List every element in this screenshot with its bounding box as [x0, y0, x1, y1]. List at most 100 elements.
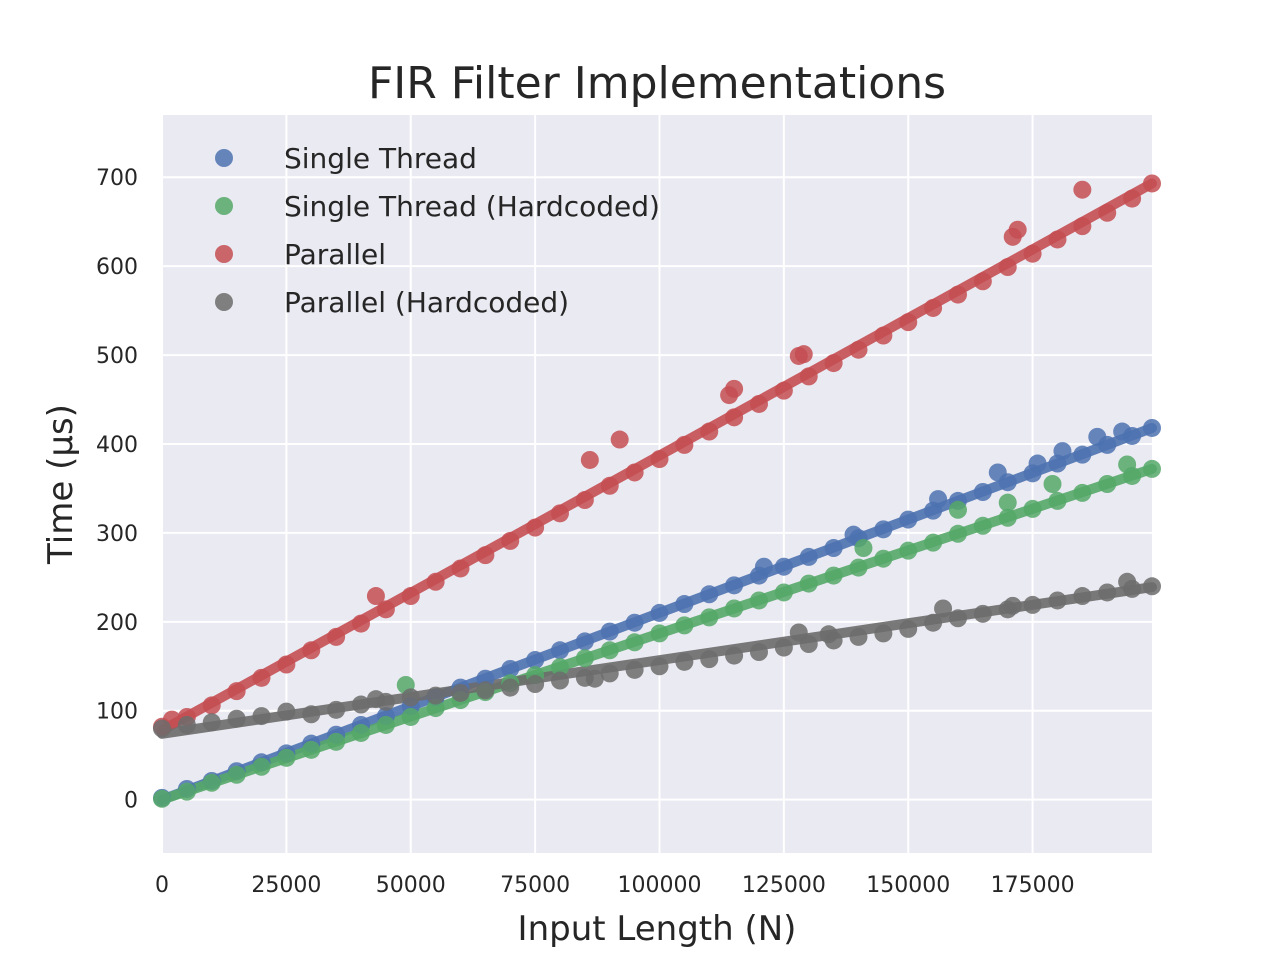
data-point [227, 765, 246, 784]
data-point [1088, 427, 1107, 446]
x-tick-label: 175000 [991, 873, 1075, 898]
data-point [725, 408, 744, 427]
data-point [1048, 491, 1067, 510]
x-tick-label: 0 [155, 873, 169, 898]
data-point [351, 695, 370, 714]
data-point [948, 500, 967, 519]
data-point [924, 298, 943, 317]
y-axis-label: Time (μs) [41, 404, 81, 565]
data-point [1053, 442, 1072, 461]
data-point [998, 493, 1017, 512]
data-point [277, 748, 296, 767]
data-point [575, 632, 594, 651]
data-point [302, 705, 321, 724]
data-point [600, 664, 619, 683]
data-point [625, 633, 644, 652]
grid [161, 115, 1152, 853]
data-point [725, 646, 744, 665]
data-point [973, 272, 992, 291]
data-point [252, 668, 271, 687]
legend: Single Thread Single Thread (Hardcoded) Pa… [215, 142, 660, 319]
y-tick-label: 600 [96, 255, 138, 280]
data-point [849, 558, 868, 577]
data-point [1143, 577, 1161, 596]
data-point [650, 603, 669, 622]
y-tick-label: 500 [96, 344, 138, 369]
data-point [1123, 189, 1142, 208]
y-tick-labels: 0 100 200 300 400 500 600 700 [96, 166, 138, 813]
data-point [794, 345, 813, 364]
data-point [202, 713, 221, 732]
data-point [426, 572, 445, 591]
data-point [675, 435, 694, 454]
data-point [426, 699, 445, 718]
data-point [366, 587, 385, 606]
data-point [973, 604, 992, 623]
data-point [252, 757, 271, 776]
data-point [749, 394, 768, 413]
data-point [1073, 445, 1092, 464]
data-point [948, 524, 967, 543]
data-point [585, 669, 604, 688]
data-point [774, 583, 793, 602]
data-point [580, 450, 599, 469]
y-tick-label: 0 [124, 789, 138, 814]
data-point [1003, 596, 1022, 615]
data-point [625, 660, 644, 679]
data-point [476, 681, 495, 700]
data-point [327, 732, 346, 751]
data-point [849, 627, 868, 646]
data-point [277, 655, 296, 674]
data-point [998, 258, 1017, 277]
data-point [725, 576, 744, 595]
y-tick-label: 400 [96, 433, 138, 458]
data-point [924, 613, 943, 632]
legend-marker [215, 149, 233, 167]
data-point [1098, 203, 1117, 222]
data-point [675, 616, 694, 635]
x-tick-label: 50000 [376, 873, 446, 898]
data-point [1073, 483, 1092, 502]
data-point [575, 649, 594, 668]
data-point [1098, 475, 1117, 493]
data-point [1028, 454, 1047, 473]
data-point [899, 510, 918, 529]
data-point [501, 659, 520, 678]
data-point [302, 740, 321, 759]
data-point [476, 546, 495, 565]
plot-area [162, 115, 1152, 853]
data-point [1008, 220, 1027, 239]
data-point [1073, 180, 1092, 199]
legend-label: Single Thread (Hardcoded) [284, 190, 660, 223]
series-points [153, 174, 1161, 736]
data-point [202, 773, 221, 792]
data-point [501, 678, 520, 697]
data-point [774, 381, 793, 400]
data-point [934, 599, 953, 618]
data-point [749, 643, 768, 662]
data-point [1098, 583, 1117, 602]
data-points [153, 174, 1161, 808]
data-point [1073, 587, 1092, 606]
data-point [227, 682, 246, 701]
data-point [824, 539, 843, 558]
data-point [824, 354, 843, 373]
data-point [1143, 174, 1161, 193]
data-point [526, 675, 545, 694]
data-point [789, 623, 808, 642]
series-points [153, 455, 1161, 808]
legend-label: Parallel [284, 238, 386, 271]
legend-label: Parallel (Hardcoded) [284, 286, 569, 319]
legend-marker [215, 293, 233, 311]
data-point [749, 591, 768, 610]
data-point [675, 595, 694, 614]
data-point [625, 613, 644, 632]
data-point [376, 715, 395, 734]
data-point [774, 638, 793, 657]
data-point [227, 709, 246, 728]
data-point [351, 614, 370, 633]
data-point [550, 504, 569, 523]
x-tick-label: 125000 [742, 873, 826, 898]
data-point [720, 386, 739, 405]
data-point [899, 313, 918, 332]
